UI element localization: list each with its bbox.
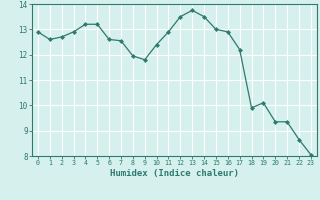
X-axis label: Humidex (Indice chaleur): Humidex (Indice chaleur) [110,169,239,178]
